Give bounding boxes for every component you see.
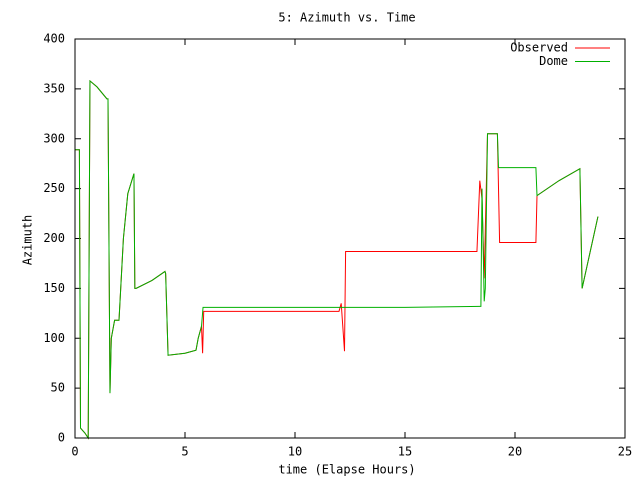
y-tick-label: 100 [43,331,65,345]
x-tick-label: 25 [618,445,632,459]
y-axis-label: Azimuth [21,215,35,266]
y-tick-label: 350 [43,81,65,95]
x-tick-label: 0 [71,445,78,459]
legend-label: Dome [539,54,568,68]
plot-border [74,38,626,439]
y-tick-label: 150 [43,281,65,295]
x-tick-label: 20 [508,445,522,459]
y-tick-label: 300 [43,131,65,145]
series-line [75,79,599,440]
chart-title: 5: Azimuth vs. Time [278,11,415,25]
x-axis-label: time (Elapse Hours) [278,463,415,477]
y-tick-label: 0 [58,431,65,445]
y-tick-label: 400 [43,32,65,46]
x-tick-label: 15 [398,445,412,459]
y-tick-label: 50 [51,381,65,395]
y-tick-label: 250 [43,181,65,195]
y-tick-label: 200 [43,231,65,245]
x-tick-label: 5 [181,445,188,459]
legend-label: Observed [510,41,568,55]
x-tick-label: 10 [288,445,302,459]
